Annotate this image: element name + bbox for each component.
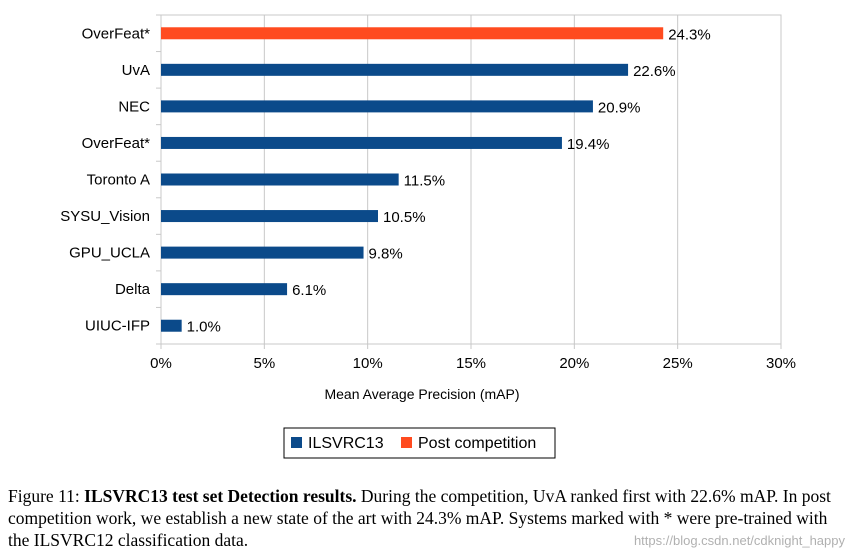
category-labels: OverFeat* UvA NEC OverFeat* Toronto A SYSU_Vi…	[60, 25, 150, 334]
category-label: SYSU_Vision	[60, 208, 150, 225]
legend-label-ilsvrc13: ILSVRC13	[308, 435, 384, 452]
x-axis-label: Mean Average Precision (mAP)	[324, 386, 519, 402]
value-label: 19.4%	[567, 136, 610, 153]
bar	[161, 210, 378, 223]
category-label: UvA	[122, 62, 150, 79]
legend: ILSVRC13 Post competition	[283, 427, 556, 459]
x-tick-label: 20%	[559, 355, 589, 372]
caption-prefix: Figure 11:	[8, 486, 85, 506]
bar	[161, 283, 288, 296]
caption-rest: During the competition, UvA ranked first…	[8, 486, 831, 550]
category-label: GPU_UCLA	[69, 245, 150, 262]
value-label: 20.9%	[598, 99, 641, 116]
x-tick-labels: 0% 5% 10% 15% 20% 25% 30%	[150, 355, 796, 372]
bars	[161, 27, 664, 332]
value-label: 24.3%	[668, 26, 711, 43]
x-tick-label: 0%	[150, 355, 172, 372]
caption-bold: ILSVRC13 test set Detection results.	[84, 486, 357, 506]
category-label: Toronto A	[87, 172, 150, 189]
x-tick-label: 30%	[766, 355, 796, 372]
bar	[161, 246, 364, 259]
legend-swatch-ilsvrc13	[291, 437, 302, 448]
category-label: UIUC-IFP	[85, 318, 150, 335]
x-tick-label: 5%	[253, 355, 275, 372]
bar	[161, 173, 399, 186]
x-tick-label: 10%	[353, 355, 383, 372]
category-label: OverFeat*	[82, 25, 151, 42]
x-tick-label: 15%	[456, 355, 486, 372]
value-label: 10.5%	[383, 209, 426, 226]
category-label: Delta	[115, 281, 151, 298]
bar	[161, 319, 182, 332]
category-label: NEC	[118, 98, 150, 115]
category-label: OverFeat*	[82, 135, 151, 152]
value-label: 22.6%	[633, 63, 676, 80]
bar	[161, 27, 664, 40]
bar	[161, 136, 562, 149]
legend-label-post-competition: Post competition	[418, 435, 536, 452]
chart: OverFeat* UvA NEC OverFeat* Toronto A SYSU_Vi…	[60, 14, 796, 459]
value-label: 11.5%	[404, 173, 445, 190]
value-label: 6.1%	[292, 282, 326, 299]
figure-caption: Figure 11: ILSVRC13 test set Detection r…	[8, 485, 848, 551]
legend-swatch-post-competition	[401, 437, 412, 448]
watermark: https://blog.csdn.net/cdknight_happy	[633, 533, 845, 548]
bar	[161, 100, 593, 113]
x-tick-label: 25%	[663, 355, 693, 372]
value-label: 1.0%	[187, 319, 221, 336]
bar	[161, 63, 629, 76]
value-labels: 24.3% 22.6% 20.9% 19.4% 11.5% 10.5% 9.8% 6.1% 1.…	[187, 26, 711, 335]
value-label: 9.8%	[369, 246, 403, 263]
